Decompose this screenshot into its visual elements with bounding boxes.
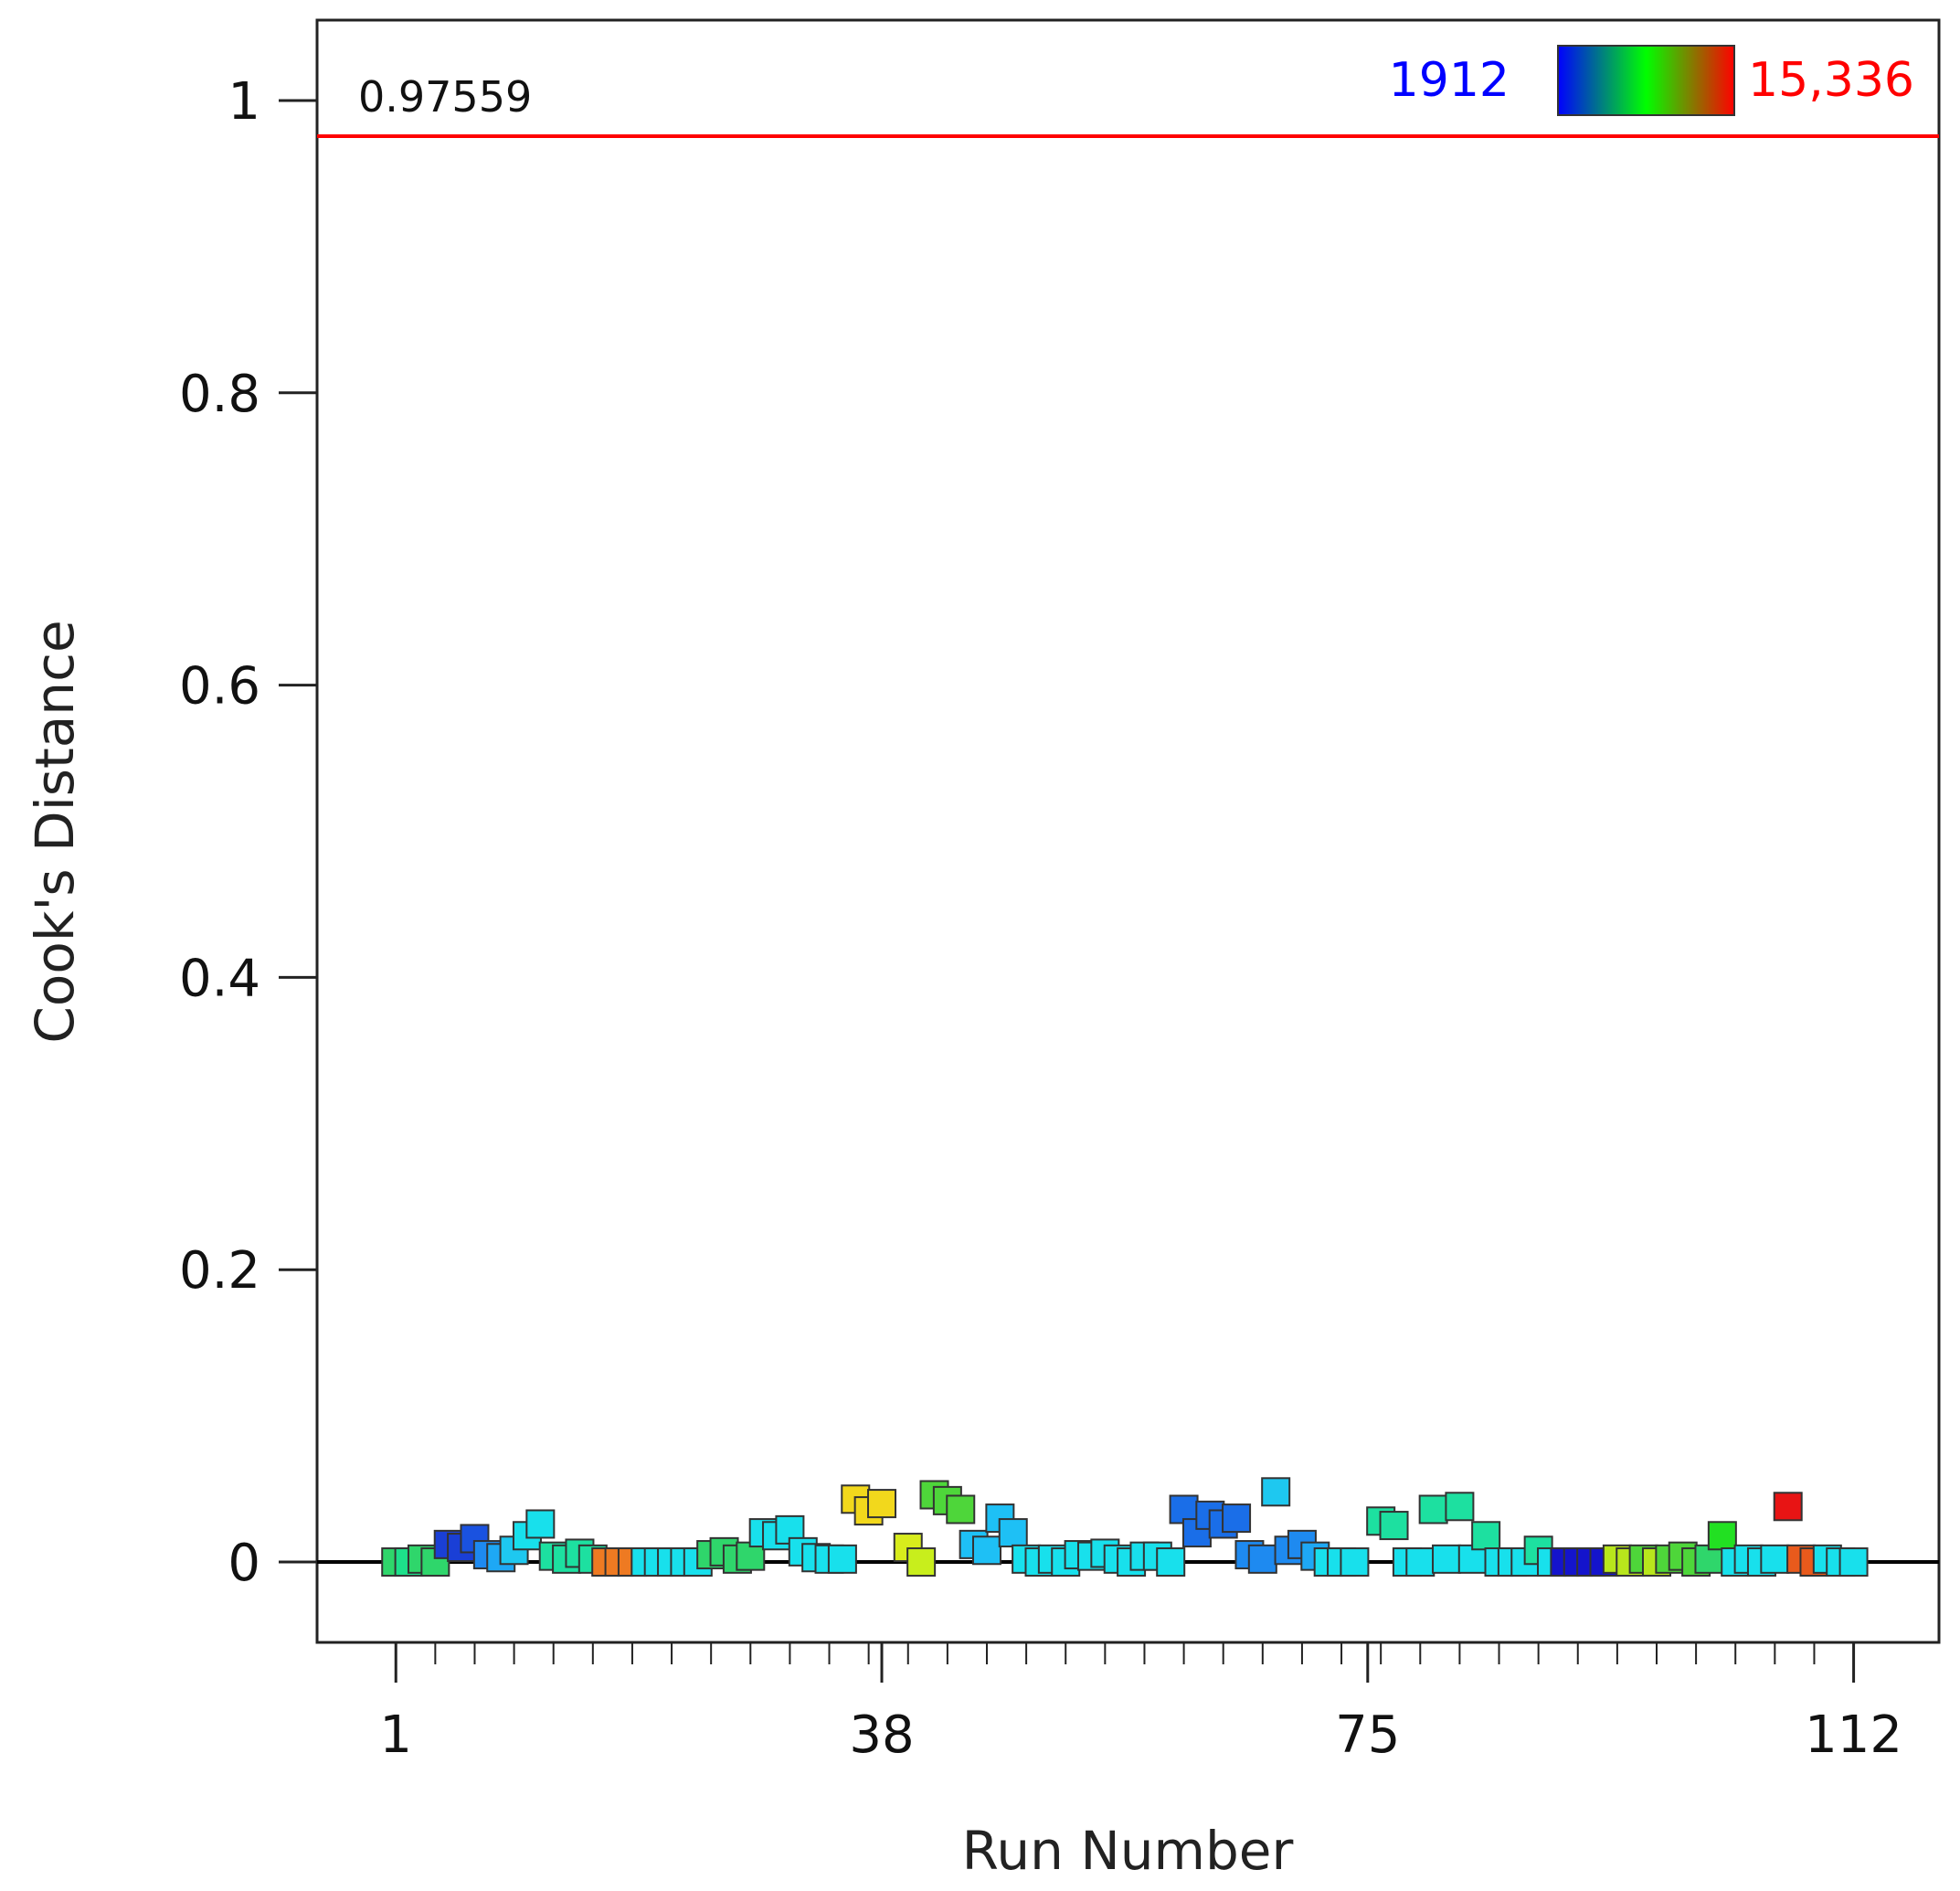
- y-tick-label: 0.6: [179, 657, 260, 717]
- color-scale-bar: [1557, 45, 1735, 116]
- data-point: [1471, 1521, 1501, 1551]
- data-point: [1379, 1511, 1409, 1541]
- data-point: [1247, 1544, 1277, 1574]
- y-tick-label: 0: [228, 1534, 260, 1593]
- y-axis-title: Cook's Distance: [24, 620, 86, 1043]
- x-axis: 1 38 75 112: [379, 1642, 1902, 1765]
- data-point: [946, 1494, 976, 1524]
- plot-frame: [315, 18, 1941, 1644]
- x-axis-title: Run Number: [962, 1820, 1294, 1882]
- data-point: [827, 1544, 857, 1574]
- y-axis: 0 0.2 0.4 0.6 0.8 1: [179, 72, 317, 1593]
- x-tick-label: 112: [1805, 1705, 1902, 1765]
- x-tick-label: 1: [379, 1705, 412, 1765]
- y-tick-label: 0.4: [179, 949, 260, 1008]
- color-scale-legend: 1912 15,336: [1389, 45, 1914, 116]
- y-tick-label: 0.8: [179, 365, 260, 424]
- data-point: [998, 1518, 1028, 1548]
- data-point: [1222, 1503, 1252, 1534]
- data-points: [381, 1477, 1869, 1578]
- data-point: [1261, 1477, 1291, 1507]
- color-scale-min-label: 1912: [1389, 53, 1510, 108]
- x-tick-label: 38: [849, 1705, 914, 1765]
- y-tick-label: 1: [228, 72, 260, 132]
- data-point: [1156, 1547, 1186, 1578]
- data-point: [1418, 1494, 1448, 1524]
- data-point: [1432, 1544, 1462, 1574]
- data-point: [1340, 1547, 1370, 1578]
- data-point: [1838, 1547, 1869, 1578]
- color-scale-max-label: 15,336: [1748, 53, 1914, 108]
- data-point: [525, 1509, 556, 1539]
- data-point: [1773, 1492, 1803, 1522]
- data-point: [1760, 1544, 1790, 1574]
- data-point: [1445, 1492, 1475, 1522]
- data-point: [906, 1547, 937, 1578]
- x-tick-label: 75: [1335, 1705, 1400, 1765]
- y-tick-label: 0.2: [179, 1241, 260, 1301]
- data-point: [867, 1489, 897, 1519]
- data-point: [1405, 1547, 1436, 1578]
- data-point: [971, 1535, 1001, 1566]
- reference-line-label: 0.97559: [358, 72, 532, 122]
- data-point: [1707, 1521, 1737, 1551]
